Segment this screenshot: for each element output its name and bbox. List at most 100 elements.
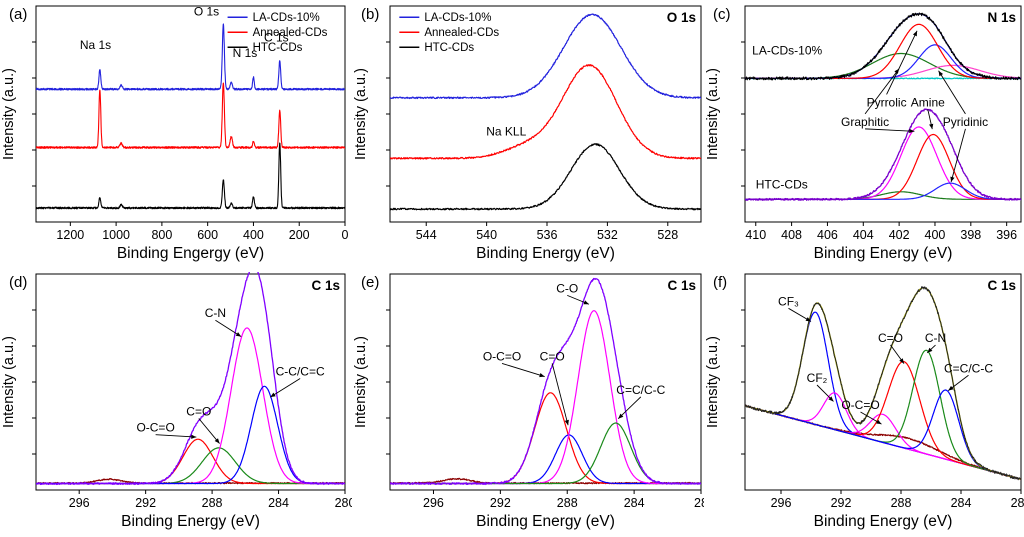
- annotation-htc-cds: HTC-CDs: [756, 178, 808, 192]
- y-axis-label: Intensity (a.u.): [353, 336, 369, 428]
- series-o-c-o-component: [36, 438, 345, 485]
- annotation-arrowhead: [191, 434, 197, 439]
- annotation-arrow: [215, 319, 242, 338]
- annotation-c-1s: C 1s: [264, 31, 289, 45]
- series-raw-data: [745, 286, 1021, 481]
- x-tick-label: 28: [694, 496, 704, 510]
- annotation-arrowhead: [938, 70, 944, 77]
- x-tick-label: 296: [69, 496, 90, 510]
- panel-b-svg: 544 540 536 532 528 Binding Energy (eV) Intens…: [353, 5, 702, 262]
- annotation-na-kll: Na KLL: [486, 125, 526, 139]
- series-fit-envelope-bottom: [745, 108, 1021, 201]
- panel-c-n1s-spectra: 410 408 406 404 402 400 398 396 Binding Energy (…: [704, 0, 1024, 268]
- panel-e-svg: 296 292 288 284 28 Binding Energy (eV) Intensi…: [353, 273, 704, 530]
- x-tick-label: 408: [781, 228, 802, 242]
- annotation-c-n: C-N: [205, 306, 226, 320]
- annotation-arrowhead: [828, 396, 834, 402]
- legend-label-la-cds-10: LA-CDs-10%: [424, 12, 491, 24]
- annotation-arrowhead: [899, 358, 904, 364]
- x-axis-label: Binding Energy (eV): [476, 245, 615, 262]
- annotation-o-c-o: O-C=O: [841, 398, 879, 412]
- x-tick-label: 292: [135, 496, 156, 510]
- panel-a-survey-spectra: 1200 1000 800 600 400 200 0 Binding Engergy (eV…: [0, 0, 352, 268]
- annotation-arrow: [270, 378, 301, 398]
- panel-d-svg: 296 292 288 284 280 Binding Energy (eV) Intens…: [1, 272, 352, 530]
- y-axis-label: Intensity (a.u.): [1, 68, 17, 160]
- x-tick-label: 284: [624, 496, 645, 510]
- plot-frame: [35, 273, 346, 491]
- annotation-arrowhead: [564, 419, 569, 426]
- x-axis-label: Binding Energy (eV): [476, 513, 615, 530]
- annotation-arrowhead: [270, 392, 276, 398]
- series-envelope: [36, 272, 345, 486]
- x-tick-label: 292: [831, 496, 852, 510]
- panel-letter: (d): [9, 274, 27, 291]
- x-tick-label: 288: [891, 496, 912, 510]
- legend-label-annealed-cds: Annealed-CDs: [253, 27, 328, 39]
- x-tick-label: 200: [289, 228, 310, 242]
- x-tick-label: 532: [597, 228, 618, 242]
- x-tick-label: 404: [853, 228, 874, 242]
- x-tick-label: 288: [557, 496, 578, 510]
- panel-title: C 1s: [667, 278, 696, 293]
- legend-label-htc-cds: HTC-CDs: [424, 42, 474, 54]
- panel-title: N 1s: [987, 10, 1016, 25]
- x-tick-label: 296: [771, 496, 792, 510]
- series-o-c-o-component: [390, 392, 701, 485]
- legend-label-la-cds-10: LA-CDs-10%: [253, 12, 320, 24]
- series-envelope: [390, 277, 701, 486]
- panel-letter: (b): [361, 6, 379, 23]
- series-la-cds-10-survey: [36, 23, 345, 91]
- panel-a-svg: 1200 1000 800 600 400 200 0 Binding Engergy (eV…: [1, 5, 349, 262]
- annotation-c-o: C=O: [186, 404, 211, 418]
- annotation-la-cds-10: LA-CDs-10%: [752, 44, 822, 58]
- x-tick-label: 800: [151, 228, 172, 242]
- y-axis-label: Intensity (a.u.): [705, 336, 721, 428]
- panel-title: O 1s: [667, 10, 696, 25]
- annotation-arrow: [938, 70, 966, 115]
- x-tick-label: 528: [657, 228, 678, 242]
- x-tick-label: 280: [335, 496, 352, 510]
- y-axis-label: Intensity (a.u.): [705, 68, 721, 160]
- annotation-arrowhead: [912, 30, 918, 37]
- annotation-amine: Amine: [911, 95, 945, 109]
- x-tick-label: 540: [476, 228, 497, 242]
- x-tick-label: 396: [996, 228, 1017, 242]
- x-tick-label: 406: [817, 228, 838, 242]
- series-annealed-cds-survey: [36, 82, 345, 149]
- annotation-arrow: [501, 362, 545, 378]
- panel-title: C 1s: [987, 278, 1016, 293]
- annotation-arrowhead: [948, 385, 954, 391]
- series-c-o-component: [390, 434, 701, 485]
- x-tick-label: 284: [951, 496, 972, 510]
- panel-title: C 1s: [311, 278, 340, 293]
- annotation-arrowhead: [927, 347, 933, 353]
- panel-f-c1s-spectra: 296 292 288 284 280 Binding Energy (eV) Intens…: [704, 268, 1024, 537]
- panel-letter: (a): [9, 6, 27, 23]
- series-htc-cds-survey: [36, 142, 345, 210]
- series-la-cds-10-o1s: [390, 13, 701, 100]
- annotation-arrow: [155, 434, 197, 438]
- annotation-arrow: [864, 68, 900, 115]
- annotation-o-1s: O 1s: [194, 5, 219, 19]
- annotation-pyridinic: Pyridinic: [943, 115, 988, 129]
- annotation-c-c-c-c: C-C/C=C: [276, 365, 325, 379]
- series-annealed-cds-o1s: [390, 63, 701, 160]
- annotation-arrow: [865, 128, 915, 132]
- series-c-o-component: [745, 361, 1021, 480]
- series-htc-cds-o1s: [390, 143, 701, 211]
- panel-letter: (e): [361, 274, 379, 291]
- x-tick-label: 284: [268, 496, 289, 510]
- x-axis-label: Binding Energy (eV): [121, 513, 260, 530]
- series-pyridinic-top: [745, 64, 1021, 79]
- x-axis-label: Binding Energy (eV): [814, 245, 953, 262]
- annotation-arrowhead: [876, 419, 882, 425]
- x-tick-label: 288: [202, 496, 223, 510]
- x-tick-label: 0: [342, 228, 349, 242]
- annotation-cf: CF₂: [807, 371, 828, 385]
- annotation-arrow: [950, 128, 966, 183]
- annotation-arrowhead: [950, 176, 955, 183]
- x-tick-label: 410: [745, 228, 766, 242]
- legend-label-annealed-cds: Annealed-CDs: [424, 27, 499, 39]
